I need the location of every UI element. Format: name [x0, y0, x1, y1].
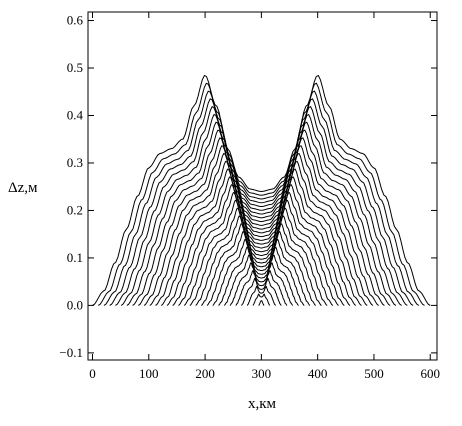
- series-line: [212, 238, 311, 306]
- series-line: [103, 90, 420, 306]
- series-line: [97, 82, 425, 306]
- series-line: [195, 215, 328, 306]
- series-line: [143, 145, 379, 306]
- series-line: [138, 137, 385, 306]
- series-line: [246, 285, 276, 306]
- y-tick-label: 0.2: [67, 202, 83, 217]
- series-line: [132, 129, 391, 306]
- plot-frame: [87, 11, 438, 361]
- series-line: [109, 98, 414, 306]
- y-tick-label: 0.0: [67, 297, 83, 312]
- series-line: [166, 176, 357, 306]
- x-axis-title: x,км: [248, 396, 277, 412]
- series-line: [206, 231, 316, 306]
- x-tick-label: 500: [364, 366, 384, 381]
- series-line: [201, 223, 322, 306]
- series-line: [155, 160, 368, 306]
- y-tick-label: 0.4: [67, 107, 84, 122]
- series-line: [229, 262, 294, 306]
- series-line: [126, 121, 397, 306]
- series-line: [149, 152, 374, 306]
- x-tick-label: 600: [420, 366, 440, 381]
- curve-family: [92, 74, 431, 306]
- x-tick-label: 0: [89, 366, 96, 381]
- series-line: [92, 74, 431, 306]
- series-line: [223, 254, 299, 306]
- y-tick-label: 0.6: [67, 13, 84, 28]
- y-axis-ticks: −0.1 0.0 0.1 0.2 0.3 0.4 0.5 0.6: [59, 13, 437, 360]
- series-line: [178, 191, 345, 306]
- y-tick-label: 0.3: [67, 155, 83, 170]
- series-line: [120, 113, 402, 306]
- series-line: [189, 207, 334, 306]
- series-line: [258, 300, 265, 306]
- series-line: [172, 184, 351, 306]
- x-tick-label: 400: [308, 366, 328, 381]
- x-tick-label: 300: [252, 366, 272, 381]
- series-line: [218, 246, 305, 306]
- series-line: [252, 293, 271, 306]
- series-line: [235, 270, 288, 306]
- x-tick-label: 200: [195, 366, 215, 381]
- series-line: [160, 168, 362, 306]
- x-tick-label: 100: [139, 366, 159, 381]
- y-tick-label: 0.1: [67, 250, 83, 265]
- y-tick-label: 0.5: [67, 60, 83, 75]
- series-line: [241, 277, 282, 306]
- y-axis-title: Δz,м: [8, 180, 38, 196]
- y-tick-label: −0.1: [59, 345, 83, 360]
- x-axis-ticks: 0 100 200 300 400 500 600: [89, 12, 440, 381]
- series-line: [115, 106, 408, 306]
- series-line: [183, 199, 339, 306]
